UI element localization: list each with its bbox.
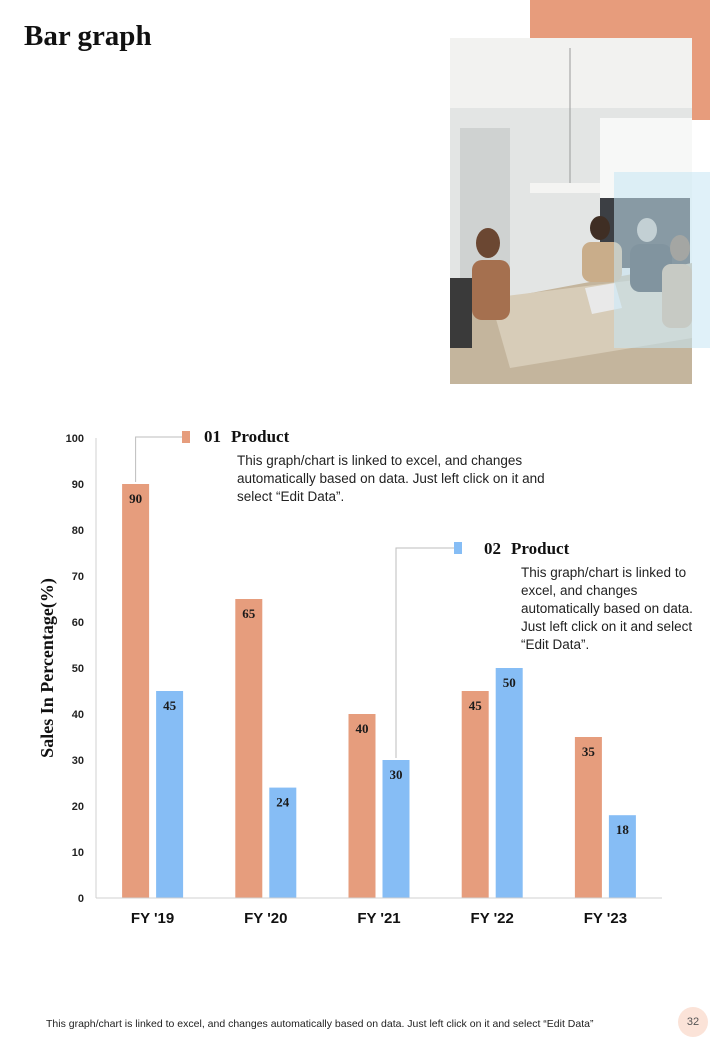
bar-value-label-s2-0: 45 [163, 698, 177, 713]
x-tick-label-0: FY '19 [131, 910, 174, 927]
y-tick-label-10: 10 [72, 847, 84, 859]
bar-value-label-s1-1: 65 [242, 606, 256, 621]
legend-swatch-1 [182, 431, 190, 443]
y-tick-label-30: 30 [72, 755, 84, 767]
legend-leader-line-2 [395, 547, 454, 758]
y-axis-label: Sales In Percentage(%) [37, 578, 58, 758]
bar-value-label-s2-3: 50 [503, 675, 516, 690]
y-tick-label-90: 90 [72, 479, 84, 491]
bar-chart-svg: 0 10 20 30 40 50 60 70 80 90 100 90 45 65 24 40 30 45 50 3… [37, 433, 662, 927]
bar-s1-3 [461, 691, 489, 898]
bar-value-label-s1-0: 90 [129, 491, 142, 506]
bar-value-label-s1-3: 45 [469, 698, 483, 713]
bar-s1-0 [122, 484, 150, 898]
y-tick-label-0: 0 [78, 893, 84, 905]
legend-leader-line-1 [135, 436, 182, 482]
legend-heading-2: 02 Product [484, 539, 694, 559]
legend-description-2: This graph/chart is linked to excel, and… [521, 565, 693, 652]
legend-number-1: 01 [204, 427, 221, 446]
y-tick-label-20: 20 [72, 801, 84, 813]
bar-value-label-s2-1: 24 [276, 795, 290, 810]
page-number-badge: 32 [678, 1007, 708, 1037]
bar-s2-4 [608, 815, 636, 898]
legend-description-1: This graph/chart is linked to excel, and… [237, 453, 545, 504]
accent-block-light-blue [614, 172, 710, 348]
bar-s1-2 [348, 714, 376, 898]
x-tick-label-4: FY '23 [584, 910, 627, 927]
bar-s1-1 [235, 599, 263, 898]
legend-item-2: 02 Product This graph/chart is linked to … [484, 539, 694, 654]
y-tick-label-100: 100 [66, 433, 84, 445]
legend-leader-lines [135, 436, 454, 758]
bar-s1-4 [574, 737, 602, 898]
footer-note: This graph/chart is linked to excel, and… [46, 1018, 594, 1030]
x-axis-ticks: FY '19 FY '20 FY '21 FY '22 FY '23 [131, 910, 627, 927]
y-axis-ticks: 0 10 20 30 40 50 60 70 80 90 100 [66, 433, 84, 905]
bar-s2-0 [156, 691, 184, 898]
bar-s2-2 [382, 760, 410, 898]
y-tick-label-40: 40 [72, 709, 84, 721]
bar-value-label-s1-4: 35 [582, 744, 596, 759]
bar-value-label-s2-2: 30 [390, 767, 403, 782]
y-tick-label-50: 50 [72, 663, 84, 675]
legend-item-1: 01 Product This graph/chart is linked to … [204, 427, 564, 506]
y-tick-label-70: 70 [72, 571, 84, 583]
x-tick-label-1: FY '20 [244, 910, 287, 927]
bars [122, 484, 636, 898]
bar-s2-1 [269, 787, 297, 898]
page-title: Bar graph [24, 20, 152, 52]
legend-title-1: Product [231, 427, 290, 446]
legend-heading-1: 01 Product [204, 427, 564, 447]
y-tick-label-80: 80 [72, 525, 84, 537]
x-tick-label-2: FY '21 [357, 910, 400, 927]
bar-value-labels: 90 45 65 24 40 30 45 50 35 18 [129, 491, 629, 837]
bar-s2-3 [495, 668, 523, 898]
legend-title-2: Product [511, 539, 570, 558]
bar-value-label-s2-4: 18 [616, 822, 630, 837]
y-tick-label-60: 60 [72, 617, 84, 629]
legend-number-2: 02 [484, 539, 501, 558]
legend-swatch-2 [454, 542, 462, 554]
bar-chart: 0 10 20 30 40 50 60 70 80 90 100 90 45 65 24 40 30 45 50 3… [0, 410, 720, 950]
bar-value-label-s1-2: 40 [356, 721, 369, 736]
x-tick-label-3: FY '22 [471, 910, 514, 927]
